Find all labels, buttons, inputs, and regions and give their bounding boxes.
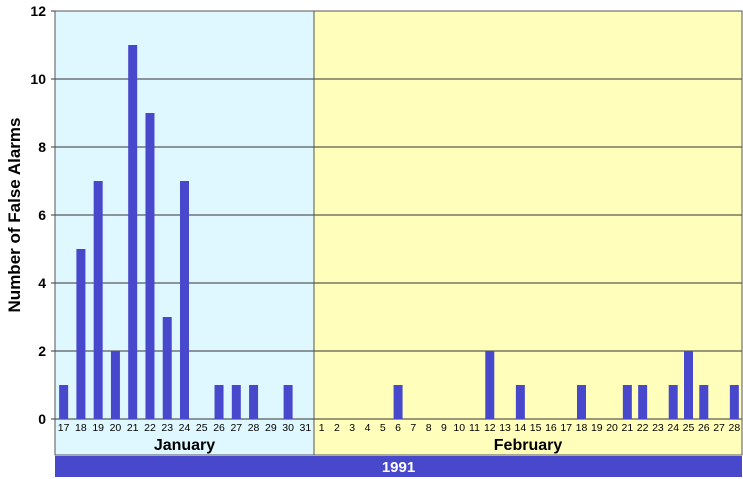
y-tick-label: 4 [38, 275, 46, 291]
x-tick-label: 7 [410, 422, 416, 434]
x-tick-label: 12 [484, 422, 496, 434]
bar-february-18 [577, 385, 586, 419]
year-label: 1991 [382, 459, 415, 476]
y-tick-label: 10 [30, 71, 46, 87]
bar-february-24 [668, 385, 678, 419]
x-tick-label: 25 [196, 422, 208, 434]
x-tick-label: 25 [683, 422, 695, 434]
x-tick-label: 9 [441, 422, 447, 434]
bar-january-28 [249, 385, 259, 419]
x-tick-label: 2 [334, 422, 340, 434]
x-tick-label: 1 [319, 422, 325, 434]
month-background-february [314, 11, 742, 455]
x-tick-label: 22 [144, 422, 156, 434]
y-tick-label: 8 [38, 139, 46, 155]
bar-february-6 [393, 385, 403, 419]
bar-february-12 [485, 351, 495, 419]
bar-january-23 [162, 317, 172, 419]
x-tick-label: 14 [515, 422, 527, 434]
x-tick-label: 24 [667, 422, 679, 434]
x-tick-label: 28 [248, 422, 260, 434]
x-tick-label: 6 [395, 422, 401, 434]
x-tick-label: 8 [426, 422, 432, 434]
x-tick-label: 13 [499, 422, 511, 434]
bar-january-20 [110, 351, 120, 419]
x-tick-label: 17 [58, 422, 70, 434]
y-tick-label: 0 [38, 411, 46, 427]
x-tick-label: 29 [265, 422, 277, 434]
y-tick-label: 6 [38, 207, 46, 223]
x-tick-label: 20 [606, 422, 618, 434]
x-tick-label: 27 [713, 422, 725, 434]
bar-january-19 [93, 181, 103, 419]
x-tick-label: 19 [591, 422, 603, 434]
x-tick-label: 10 [453, 422, 465, 434]
x-tick-label: 21 [127, 422, 139, 434]
x-tick-label: 31 [300, 422, 312, 434]
bar-february-25 [684, 351, 693, 419]
bar-january-26 [214, 385, 224, 419]
x-tick-label: 5 [380, 422, 386, 434]
plot-frame [54, 10, 743, 456]
x-tick-label: 4 [365, 422, 371, 434]
x-tick-label: 3 [349, 422, 355, 434]
x-tick-label: 23 [652, 422, 664, 434]
y-tick-label: 12 [30, 3, 46, 19]
x-tick-label: 24 [179, 422, 191, 434]
x-tick-label: 15 [530, 422, 542, 434]
bar-january-30 [283, 385, 293, 419]
year-bar [55, 456, 742, 477]
bar-february-28 [729, 385, 739, 419]
bar-january-18 [76, 249, 86, 419]
bar-january-24 [180, 181, 189, 419]
x-tick-label: 30 [282, 422, 294, 434]
x-tick-label: 28 [729, 422, 741, 434]
bar-february-26 [699, 385, 709, 419]
x-tick-label: 26 [698, 422, 710, 434]
x-tick-label: 11 [469, 422, 480, 434]
x-tick-label: 23 [161, 422, 173, 434]
bar-february-21 [622, 385, 632, 419]
x-tick-label: 17 [560, 422, 572, 434]
bar-january-27 [231, 385, 241, 419]
bar-february-14 [515, 385, 525, 419]
x-tick-label: 19 [92, 422, 104, 434]
bar-january-22 [145, 113, 155, 419]
bar-january-21 [128, 45, 138, 419]
x-tick-label: 20 [110, 422, 122, 434]
x-tick-label: 27 [230, 422, 242, 434]
x-tick-label: 21 [622, 422, 634, 434]
x-tick-label: 26 [213, 422, 225, 434]
month-label: January [154, 437, 215, 454]
y-axis-label: Number of False Alarms [5, 118, 24, 313]
x-tick-label: 18 [75, 422, 87, 434]
bar-february-22 [638, 385, 648, 419]
x-tick-label: 18 [576, 422, 588, 434]
y-tick-label: 2 [38, 343, 46, 359]
month-label: February [494, 437, 563, 454]
bar-january-17 [59, 385, 69, 419]
x-tick-label: 16 [545, 422, 557, 434]
x-tick-label: 22 [637, 422, 649, 434]
